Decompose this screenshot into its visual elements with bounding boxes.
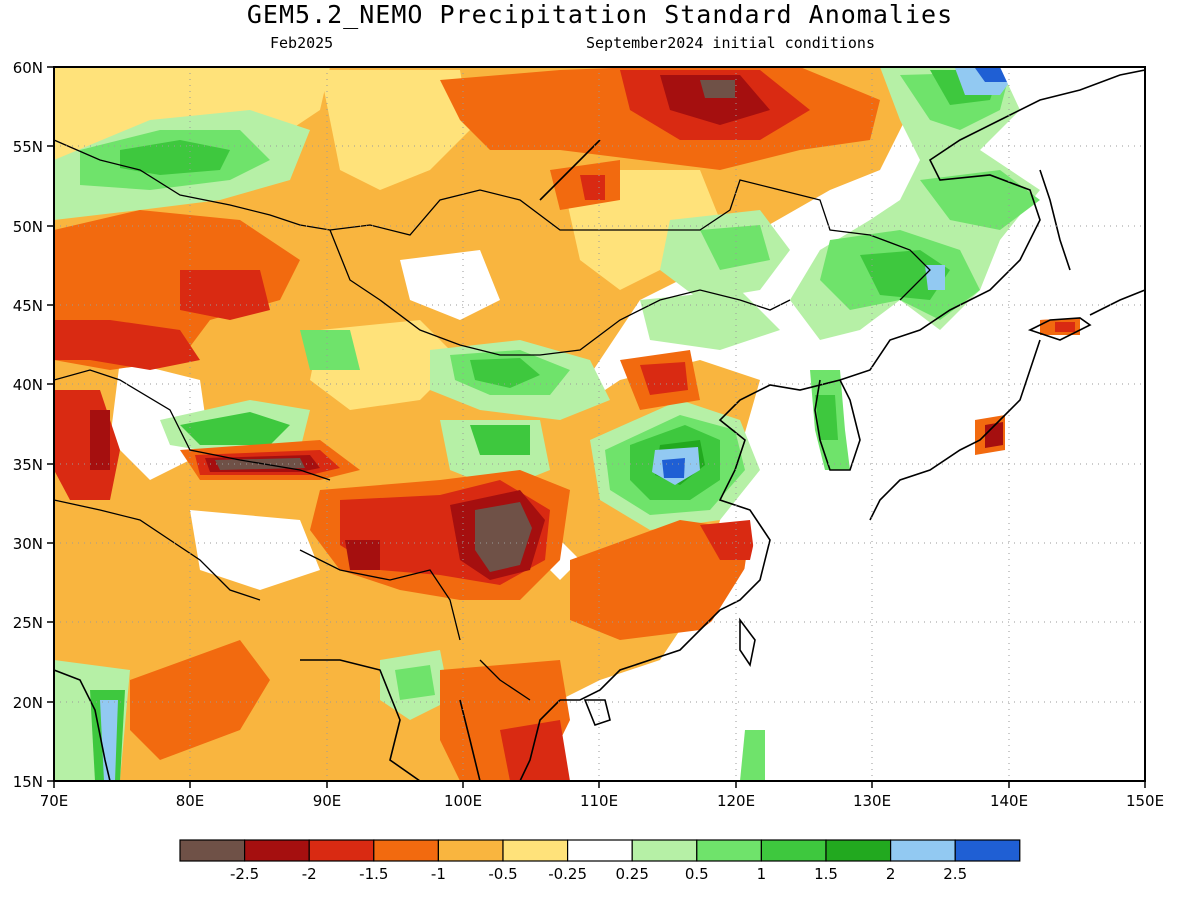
legend-label: 0.5 — [685, 865, 709, 883]
legend-label: 1.5 — [814, 865, 838, 883]
legend-swatch — [954, 839, 1021, 862]
coastlines — [54, 69, 1145, 781]
lat-label: 50N — [13, 218, 43, 236]
legend-swatch — [566, 839, 633, 862]
lat-label: 55N — [13, 138, 43, 156]
lat-label: 30N — [13, 535, 43, 553]
legend-swatch — [696, 839, 762, 862]
legend-label: -2 — [302, 865, 317, 883]
legend-swatch — [760, 839, 827, 862]
legend-label: 1 — [757, 865, 767, 883]
legend-swatch — [373, 839, 439, 862]
lon-label: 110E — [580, 792, 618, 810]
ticks — [47, 66, 1146, 788]
lon-label: 90E — [313, 792, 342, 810]
map-title: GEM5.2_NEMO Precipitation Standard Anoma… — [246, 0, 954, 29]
lon-label: 150E — [1126, 792, 1164, 810]
lon-axis-labels: 70E 80E 90E 100E 110E 120E 130E 140E 150… — [40, 792, 1164, 810]
anomaly-field — [54, 67, 1145, 781]
legend-swatch — [502, 839, 569, 862]
legend-swatch — [631, 839, 698, 862]
legend-label: -0.25 — [548, 865, 587, 883]
valid-month-label: Feb2025 — [270, 34, 334, 52]
initial-conditions-label: September2024 initial conditions — [586, 34, 875, 52]
legend-label: -2.5 — [230, 865, 259, 883]
lon-label: 100E — [444, 792, 482, 810]
legend-label: -0.5 — [488, 865, 517, 883]
lat-label: 25N — [13, 614, 43, 632]
legend-swatch — [825, 839, 892, 862]
lat-label: 20N — [13, 694, 43, 712]
legend-colorbar — [179, 839, 1021, 862]
legend-swatch — [889, 839, 956, 862]
lon-label: 80E — [176, 792, 205, 810]
lon-label: 130E — [853, 792, 891, 810]
lat-label: 45N — [13, 297, 43, 315]
borders — [54, 139, 931, 701]
lat-label: 35N — [13, 456, 43, 474]
gridlines — [54, 67, 1145, 781]
legend-label: -1 — [431, 865, 446, 883]
legend-label: -1.5 — [359, 865, 388, 883]
legend-label: 2 — [886, 865, 896, 883]
lon-label: 140E — [990, 792, 1028, 810]
legend-label: 0.25 — [615, 865, 648, 883]
legend-swatch — [179, 839, 246, 862]
legend-labels: -2.5 -2 -1.5 -1 -0.5 -0.25 0.25 0.5 1 1.5 2 2.5 — [230, 865, 967, 883]
lat-label: 15N — [13, 773, 43, 791]
legend-swatch — [437, 839, 504, 862]
legend-swatch — [308, 839, 375, 862]
lon-label: 70E — [40, 792, 69, 810]
lat-label: 60N — [13, 59, 43, 77]
lat-axis-labels: 60N 55N 50N 45N 40N 35N 30N 25N 20N 15N — [13, 59, 43, 791]
lat-label: 40N — [13, 376, 43, 394]
lon-label: 120E — [717, 792, 755, 810]
legend-label: 2.5 — [943, 865, 967, 883]
legend-swatch — [244, 839, 310, 862]
